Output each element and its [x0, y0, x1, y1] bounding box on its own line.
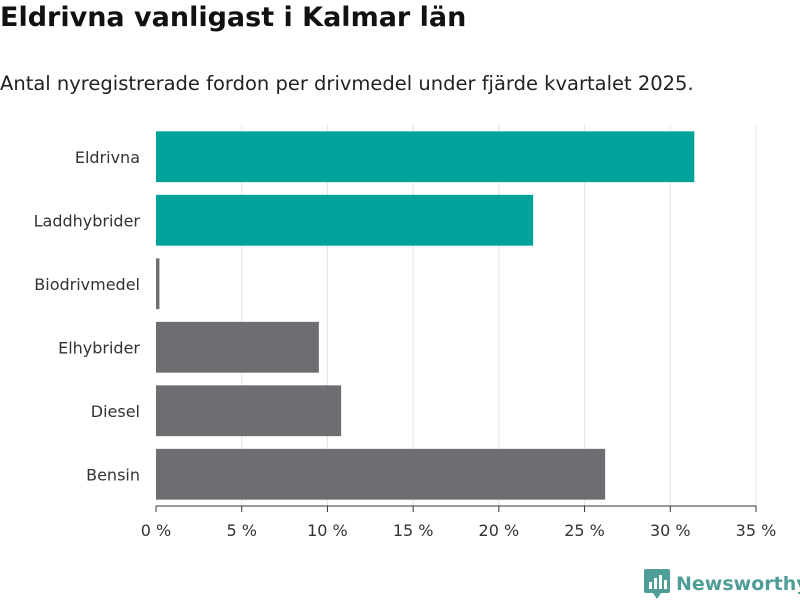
category-label: Laddhybrider [34, 211, 141, 230]
x-tick-label: 20 % [479, 521, 520, 540]
x-tick-label: 35 % [736, 521, 777, 540]
bar [156, 385, 342, 437]
category-label: Diesel [91, 402, 140, 421]
category-label: Bensin [86, 465, 140, 484]
bar [156, 131, 695, 183]
category-label: Biodrivmedel [34, 275, 140, 294]
category-label: Elhybrider [58, 338, 140, 357]
chart-subtitle: Antal nyregistrerade fordon per drivmede… [0, 72, 694, 95]
newsworthy-logo: Newsworthy [644, 568, 800, 600]
x-tick-label: 25 % [564, 521, 605, 540]
brand-name: Newsworthy [676, 573, 800, 595]
x-tick-label: 15 % [393, 521, 434, 540]
bar-chart-speech-bubble-icon [644, 569, 670, 599]
chart-title: Eldrivna vanligast i Kalmar län [0, 2, 467, 33]
bar [156, 258, 160, 310]
bar [156, 448, 606, 500]
x-tick-label: 5 % [226, 521, 256, 540]
x-tick-label: 30 % [650, 521, 691, 540]
bar [156, 194, 534, 246]
bar-chart: Eldrivna Laddhybrider Biodrivmedel Elhybrid… [34, 125, 777, 540]
bar [156, 321, 319, 373]
x-tick-label: 10 % [307, 521, 348, 540]
category-label: Eldrivna [75, 148, 140, 167]
x-tick-label: 0 % [141, 521, 171, 540]
